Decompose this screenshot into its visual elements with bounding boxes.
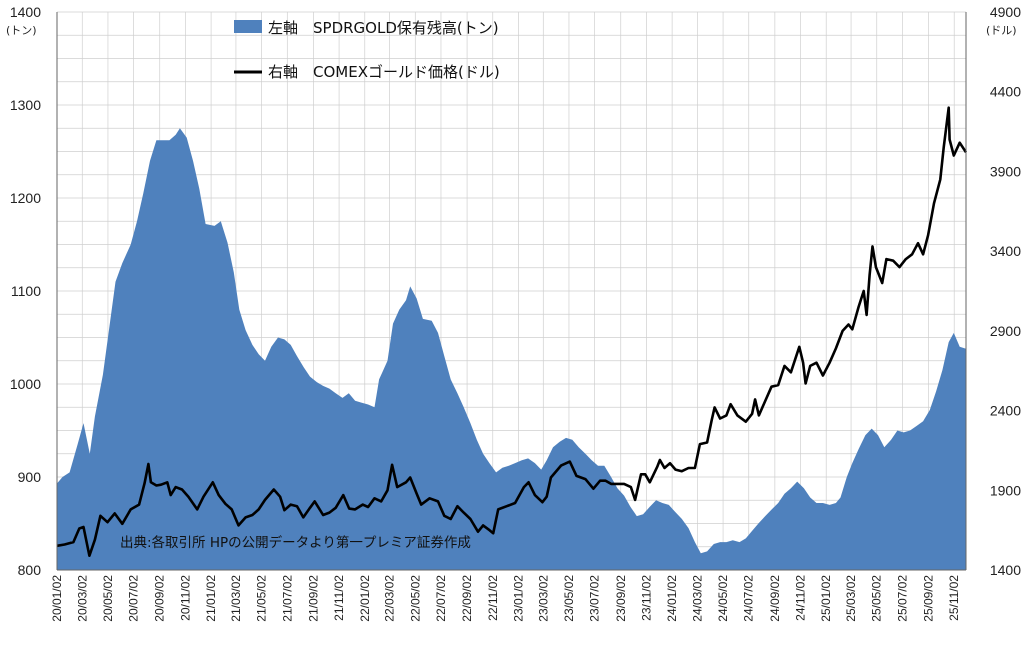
x-tick-label: 25/11/02: [947, 575, 961, 621]
area-series-fill: [57, 128, 966, 571]
left-tick-label: 1400: [10, 4, 41, 20]
legend-swatch-area: [234, 20, 262, 33]
legend: 左軸 SPDRGOLD保有残高(トン) 右軸 COMEXゴールド価格(ドル): [234, 19, 500, 81]
x-tick-label: 21/09/02: [306, 575, 320, 622]
x-tick-label: 25/07/02: [895, 575, 909, 622]
legend-label-line: 右軸 COMEXゴールド価格(ドル): [268, 63, 500, 81]
x-tick-label: 20/03/02: [75, 575, 89, 622]
right-tick-label: 3400: [990, 243, 1021, 259]
line-series-path: [56, 106, 968, 557]
x-tick-label: 23/01/02: [511, 575, 525, 622]
x-tick-label: 22/11/02: [486, 575, 500, 621]
x-tick-label: 23/07/02: [588, 575, 602, 622]
line-series: [56, 106, 968, 557]
x-tick-label: 22/05/02: [408, 575, 422, 622]
x-tick-label: 24/05/02: [716, 575, 730, 622]
left-tick-label: 900: [18, 469, 42, 485]
x-tick-label: 24/01/02: [665, 575, 679, 622]
right-tick-label: 2400: [990, 403, 1021, 419]
area-series: [57, 128, 966, 571]
right-tick-label: 2900: [990, 323, 1021, 339]
x-tick-label: 20/11/02: [178, 575, 192, 621]
right-axis-ticks: 1400 1900 2400 2900 3400 3900 4400 4900: [990, 4, 1021, 578]
right-tick-label: 1900: [990, 482, 1021, 498]
x-tick-label: 23/09/02: [614, 575, 628, 622]
left-axis-ticks: 800 900 1000 1100 1200 1300 1400: [10, 4, 41, 578]
x-tick-label: 20/09/02: [153, 575, 167, 622]
x-tick-label: 20/05/02: [101, 575, 115, 622]
x-tick-label: 25/09/02: [922, 575, 936, 622]
left-tick-label: 1100: [11, 283, 41, 299]
x-tick-label: 22/07/02: [434, 575, 448, 622]
x-tick-label: 25/03/02: [844, 575, 858, 622]
right-tick-label: 4400: [990, 84, 1021, 100]
x-tick-label: 21/11/02: [332, 575, 346, 621]
x-tick-label: 21/01/02: [204, 575, 218, 622]
x-tick-label: 23/11/02: [639, 575, 653, 621]
x-tick-label: 24/03/02: [690, 575, 704, 622]
x-tick-label: 25/05/02: [870, 575, 884, 622]
legend-label-area: 左軸 SPDRGOLD保有残高(トン): [268, 19, 499, 37]
x-tick-label: 22/03/02: [383, 575, 397, 622]
x-tick-label: 24/07/02: [742, 575, 756, 622]
axes: [56, 12, 967, 571]
x-tick-label: 21/07/02: [280, 575, 294, 622]
left-tick-label: 1000: [10, 376, 41, 392]
right-axis-unit: (ドル): [986, 24, 1017, 37]
x-tick-label: 20/01/02: [50, 575, 64, 622]
x-tick-label: 23/05/02: [562, 575, 576, 622]
x-tick-label: 24/09/02: [768, 575, 782, 622]
right-tick-label: 1400: [990, 562, 1021, 578]
x-tick-label: 24/11/02: [794, 575, 808, 621]
x-axis-ticks: 20/01/02 20/03/02 20/05/02 20/07/02 20/09/02…: [50, 575, 961, 622]
left-tick-label: 800: [18, 562, 42, 578]
x-tick-label: 25/01/02: [819, 575, 833, 622]
x-tick-label: 21/03/02: [229, 575, 243, 622]
x-tick-label: 22/01/02: [358, 575, 372, 622]
left-tick-label: 1200: [10, 190, 41, 206]
x-tick-label: 21/05/02: [255, 575, 269, 622]
x-tick-label: 23/03/02: [536, 575, 550, 622]
x-tick-label: 20/07/02: [127, 575, 141, 622]
left-axis-unit: (トン): [6, 24, 37, 37]
right-tick-label: 3900: [990, 163, 1021, 179]
source-annotation: 出典:各取引所 HPの公開データより第一プレミア証券作成: [120, 534, 471, 551]
right-tick-label: 4900: [990, 4, 1021, 20]
left-tick-label: 1300: [10, 97, 41, 113]
x-tick-label: 22/09/02: [460, 575, 474, 622]
